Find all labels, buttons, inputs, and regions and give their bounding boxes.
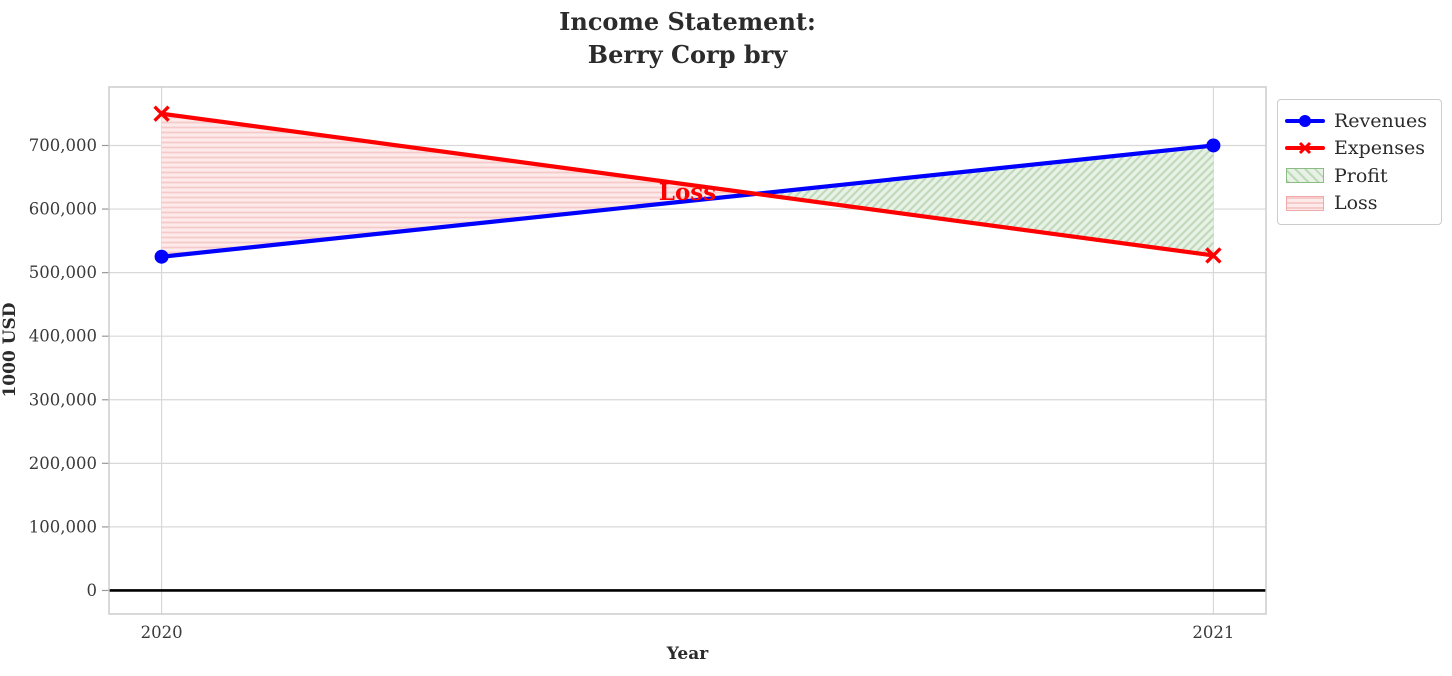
legend-item-profit: Profit — [1285, 162, 1433, 190]
revenues-marker — [1206, 138, 1221, 153]
y-tick-label: 600,000 — [29, 200, 97, 219]
y-tick-label: 500,000 — [29, 263, 97, 282]
legend-label-expenses: Expenses — [1334, 137, 1425, 160]
x-axis-label: Year — [666, 644, 709, 664]
profit-hatch-icon — [1285, 168, 1325, 184]
chart-title-line2: Berry Corp bry — [587, 40, 788, 69]
chart-title-line1: Income Statement: — [559, 7, 816, 36]
expenses-line-x-icon — [1285, 140, 1325, 156]
revenues-marker — [154, 249, 169, 264]
plot-border — [108, 86, 1267, 615]
x-tick-label: 2021 — [1192, 623, 1234, 642]
profit-area — [756, 145, 1214, 256]
y-tick-label: 400,000 — [29, 327, 97, 346]
expenses-marker — [153, 105, 170, 122]
expenses-marker — [1205, 247, 1222, 264]
expenses-line — [159, 111, 1216, 258]
x-tick-label: 2020 — [141, 623, 183, 642]
revenues-line — [159, 143, 1216, 259]
legend-item-revenues: Revenues — [1285, 107, 1433, 135]
legend-label-revenues: Revenues — [1334, 109, 1427, 132]
legend-label-loss: Loss — [1334, 192, 1378, 215]
y-tick-label: 700,000 — [29, 136, 97, 155]
y-tick-label: 0 — [87, 581, 98, 600]
y-tick-label: 100,000 — [29, 517, 97, 536]
chart-title: Income Statement: Berry Corp bry — [109, 5, 1266, 71]
legend: Revenues Expenses Profit Loss — [1277, 99, 1442, 225]
y-tick-label: 200,000 — [29, 454, 97, 473]
legend-item-expenses: Expenses — [1285, 135, 1433, 163]
loss-area — [161, 113, 757, 257]
legend-item-loss: Loss — [1285, 190, 1433, 218]
revenues-line-circle-icon — [1285, 113, 1325, 129]
annotation-loss: Loss — [659, 179, 716, 206]
loss-hatch-icon — [1285, 195, 1325, 211]
legend-label-profit: Profit — [1334, 164, 1388, 187]
y-tick-label: 300,000 — [29, 390, 97, 409]
